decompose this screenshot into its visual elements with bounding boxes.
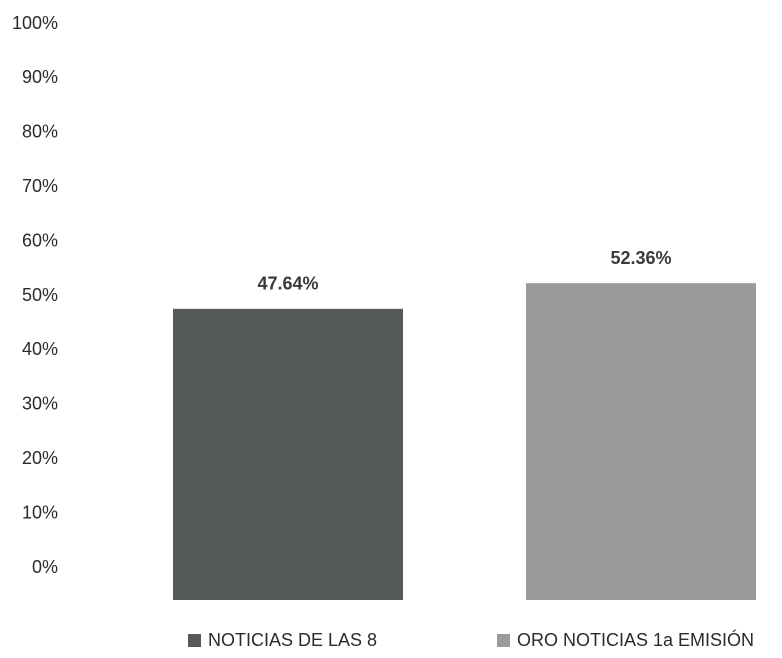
data-label: 52.36% [610,248,671,268]
y-tick-label: 80% [22,122,58,142]
y-tick-label: 60% [22,230,58,250]
y-tick-label: 70% [22,176,58,196]
y-tick-label: 90% [22,67,58,87]
legend-item: NOTICIAS DE LAS 8 [188,630,377,650]
data-label: 47.64% [257,274,318,294]
y-axis: 0% 10% 20% 30% 40% 50% 60% 70% 80% 90% 100% [12,13,58,577]
legend-label: ORO NOTICIAS 1a EMISIÓN [517,629,754,650]
y-tick-label: 100% [12,13,58,33]
bars-group [173,283,756,600]
y-tick-label: 40% [22,339,58,359]
y-tick-label: 30% [22,394,58,414]
legend-swatch [188,634,201,647]
y-tick-label: 10% [22,502,58,522]
y-tick-label: 20% [22,448,58,468]
data-labels-group: 47.64% 52.36% [257,248,671,294]
y-tick-label: 50% [22,285,58,305]
legend-item: ORO NOTICIAS 1a EMISIÓN [497,629,754,650]
legend-label: NOTICIAS DE LAS 8 [208,630,377,650]
legend-swatch [497,634,510,647]
legend: NOTICIAS DE LAS 8 ORO NOTICIAS 1a EMISIÓN [188,629,754,650]
y-tick-label: 0% [32,557,58,577]
bar [173,308,403,600]
bar [526,283,756,600]
